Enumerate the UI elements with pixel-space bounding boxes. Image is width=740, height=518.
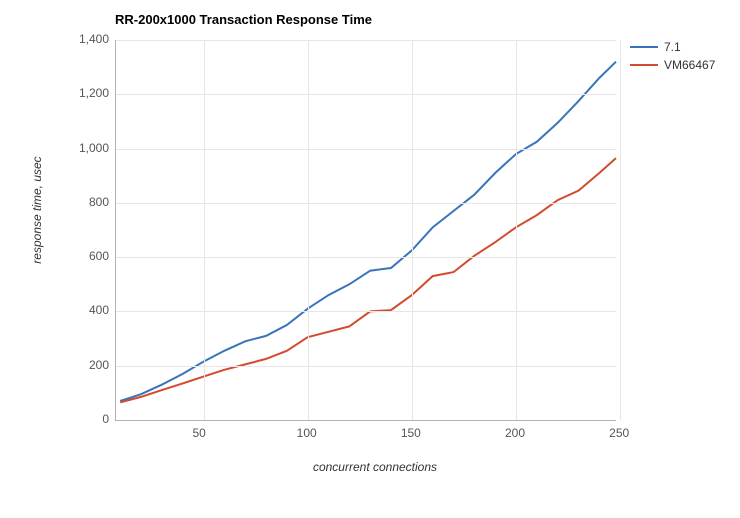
- gridline-h: [116, 203, 616, 204]
- gridline-h: [116, 94, 616, 95]
- y-tick-label: 400: [89, 303, 109, 317]
- x-tick-label: 50: [193, 426, 206, 440]
- legend-item: 7.1: [630, 40, 715, 54]
- y-tick-label: 1,200: [79, 86, 109, 100]
- gridline-v: [412, 40, 413, 420]
- y-tick-label: 800: [89, 195, 109, 209]
- legend-label: 7.1: [664, 40, 681, 54]
- x-tick-label: 250: [609, 426, 629, 440]
- legend: 7.1 VM66467: [630, 40, 715, 76]
- gridline-h: [116, 366, 616, 367]
- y-tick-label: 1,400: [79, 32, 109, 46]
- x-tick-label: 150: [401, 426, 421, 440]
- gridline-v: [308, 40, 309, 420]
- gridline-v: [204, 40, 205, 420]
- chart-container: RR-200x1000 Transaction Response Time re…: [0, 0, 740, 518]
- gridline-h: [116, 149, 616, 150]
- plot-area: [115, 40, 616, 421]
- y-tick-label: 200: [89, 358, 109, 372]
- y-tick-label: 0: [102, 412, 109, 426]
- gridline-h: [116, 40, 616, 41]
- series-line: [120, 62, 616, 401]
- gridline-v: [516, 40, 517, 420]
- legend-swatch: [630, 46, 658, 48]
- y-tick-label: 600: [89, 249, 109, 263]
- x-axis-label: concurrent connections: [295, 460, 455, 474]
- chart-title: RR-200x1000 Transaction Response Time: [115, 12, 372, 27]
- series-svg: [116, 40, 616, 420]
- y-tick-label: 1,000: [79, 141, 109, 155]
- gridline-h: [116, 257, 616, 258]
- legend-label: VM66467: [664, 58, 715, 72]
- legend-swatch: [630, 64, 658, 66]
- x-tick-label: 200: [505, 426, 525, 440]
- gridline-v: [620, 40, 621, 420]
- gridline-h: [116, 311, 616, 312]
- x-tick-label: 100: [297, 426, 317, 440]
- legend-item: VM66467: [630, 58, 715, 72]
- y-axis-label: response time, usec: [30, 130, 44, 290]
